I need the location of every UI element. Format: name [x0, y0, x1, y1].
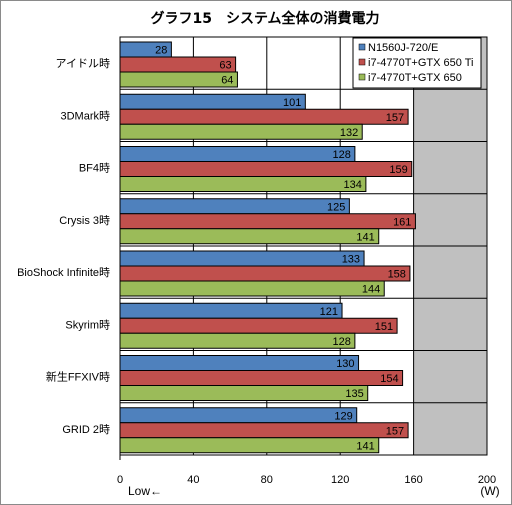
- data-label: 125: [327, 201, 345, 213]
- data-label: 154: [380, 373, 398, 385]
- bar: [119, 56, 237, 73]
- data-label: 130: [336, 358, 354, 370]
- bar: [119, 302, 343, 319]
- data-label: 64: [221, 75, 233, 87]
- legend: N1560J-720/E i7-4770T+GTX 650 Ti i7-4770T+…: [352, 37, 482, 89]
- data-label: 134: [344, 179, 362, 191]
- bar: [119, 265, 411, 282]
- bar: [119, 161, 413, 177]
- category-label: Crysis 3時: [59, 214, 110, 227]
- bar: [119, 213, 416, 230]
- bar: [119, 198, 350, 215]
- legend-entry: i7-4770T+GTX 650: [368, 72, 462, 84]
- data-label: 132: [340, 127, 358, 139]
- category-label: BioShock Infinite時: [17, 266, 110, 279]
- plot-area: 0 40 80 120 160 200 アイドル時 28 63 64 3DMark時 101 157 13…: [17, 36, 496, 486]
- x-axis-unit: (W): [480, 484, 499, 498]
- legend-swatch: [358, 58, 366, 66]
- x-tick-label: 160: [404, 474, 422, 486]
- data-label: 129: [334, 410, 352, 422]
- bar: [119, 422, 409, 439]
- bar: [119, 385, 369, 401]
- data-label: 28: [155, 45, 167, 57]
- data-label: 158: [388, 269, 406, 281]
- bar: [119, 228, 380, 245]
- x-tick-label: 0: [117, 474, 123, 486]
- x-tick-label: 200: [478, 474, 496, 486]
- bar: [119, 71, 238, 88]
- legend-box: [352, 37, 482, 89]
- bar: [119, 437, 380, 454]
- bar: [119, 370, 404, 386]
- x-tick-label: 40: [187, 474, 199, 486]
- x-axis-direction-note: Low←: [128, 484, 162, 498]
- bar: [119, 355, 360, 371]
- bar: [119, 146, 356, 162]
- x-tick-label: 80: [261, 474, 273, 486]
- bar: [119, 176, 367, 192]
- data-label: 161: [393, 216, 411, 228]
- category-label: 新生FFXIV時: [46, 370, 110, 384]
- data-label: 63: [219, 60, 231, 72]
- bar: [119, 250, 365, 267]
- bar: [119, 93, 306, 110]
- data-label: 151: [375, 321, 393, 333]
- legend-entry: N1560J-720/E: [368, 42, 438, 54]
- data-label: 157: [386, 112, 404, 124]
- category-label: Skyrim時: [65, 318, 110, 331]
- data-label: 135: [345, 388, 363, 400]
- bar: [119, 280, 385, 297]
- bar: [119, 317, 398, 334]
- data-label: 157: [386, 425, 404, 437]
- chart-title: グラフ15 システム全体の消費電力: [150, 10, 379, 27]
- data-label: 141: [356, 440, 374, 452]
- bar: [119, 407, 358, 424]
- legend-swatch: [358, 73, 366, 81]
- data-label: 128: [333, 336, 351, 348]
- data-label: 128: [333, 149, 351, 161]
- bar: [119, 123, 363, 140]
- bar: [119, 108, 409, 125]
- bar: [119, 332, 356, 349]
- category-label: GRID 2時: [62, 423, 110, 436]
- category-label: 3DMark時: [60, 109, 110, 122]
- category-label: アイドル時: [56, 57, 110, 70]
- data-label: 144: [362, 284, 380, 296]
- data-label: 121: [320, 306, 338, 318]
- data-label: 133: [342, 254, 360, 266]
- data-label: 101: [283, 97, 301, 109]
- legend-entry: i7-4770T+GTX 650 Ti: [368, 57, 473, 69]
- data-label: 159: [389, 164, 407, 176]
- data-label: 141: [356, 231, 374, 243]
- category-label: BF4時: [79, 162, 110, 175]
- x-tick-label: 120: [331, 474, 349, 486]
- legend-swatch: [358, 43, 366, 51]
